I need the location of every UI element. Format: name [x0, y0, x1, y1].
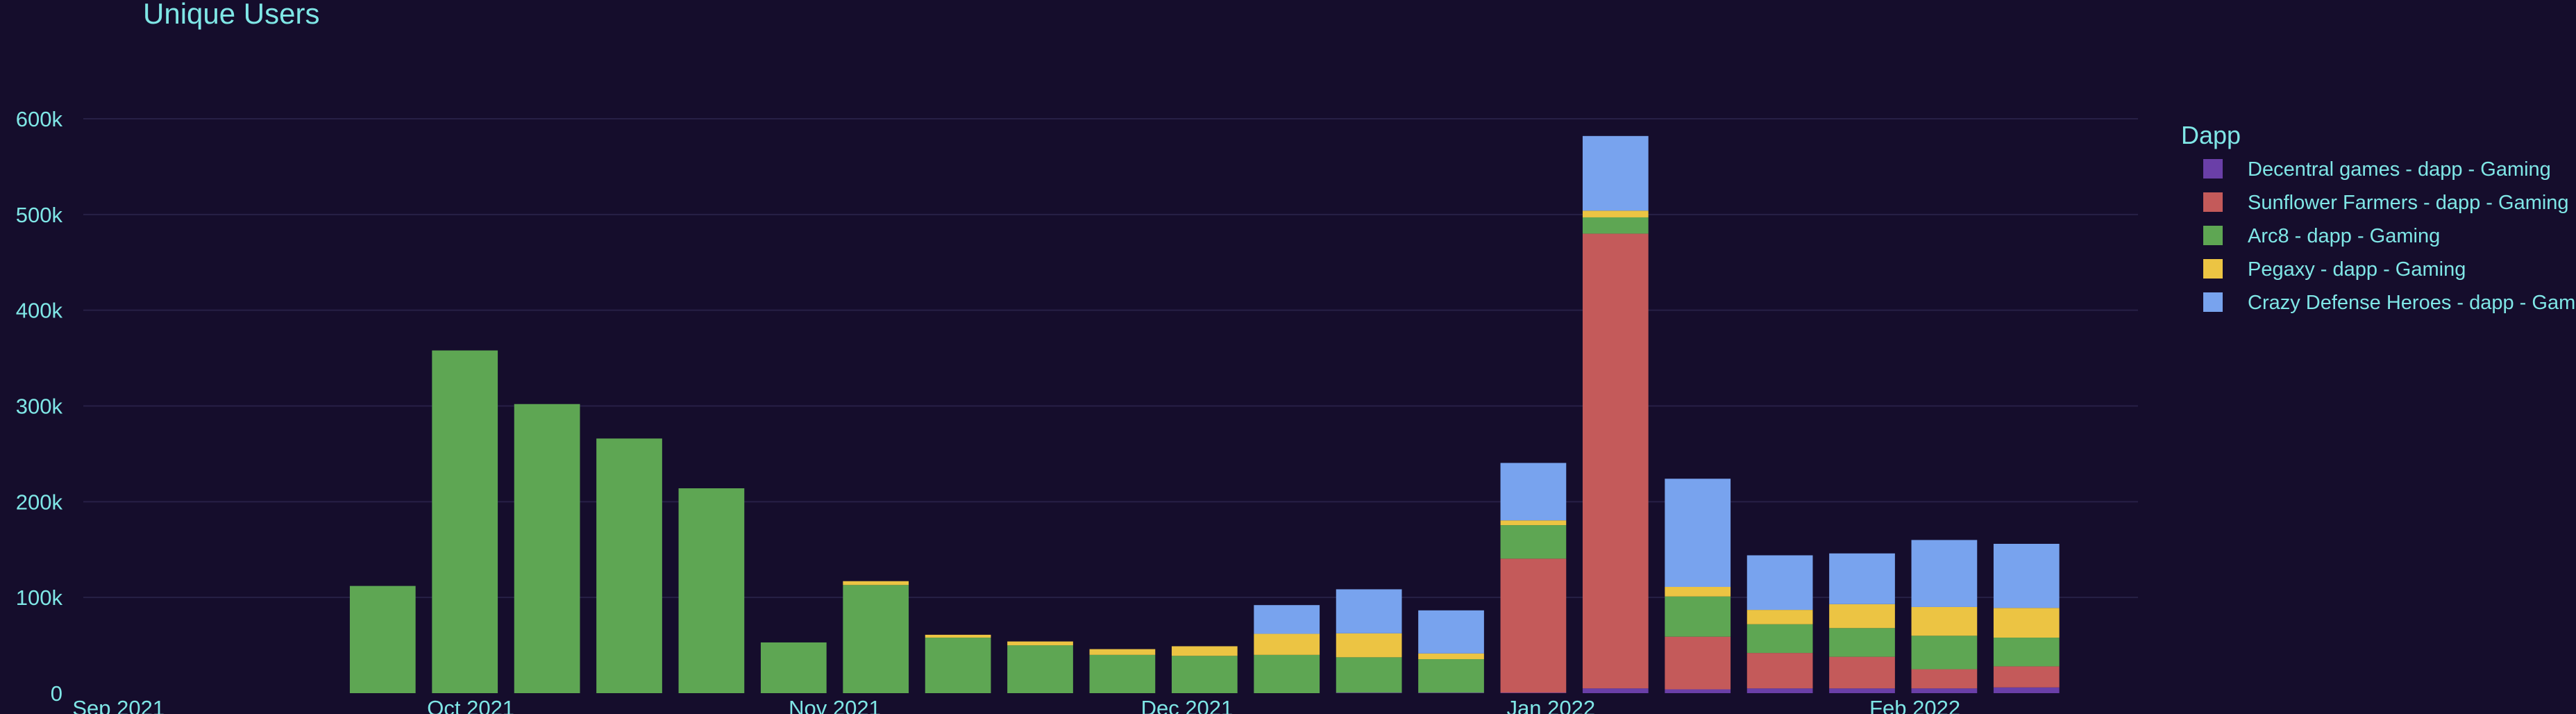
bar-segment[interactable]: [1089, 649, 1156, 655]
bar-segment[interactable]: [1665, 587, 1731, 597]
x-tick-label: Feb 2022: [1869, 696, 1960, 714]
legend-item[interactable]: Arc8 - dapp - Gaming: [2203, 225, 2440, 247]
bar-segment[interactable]: [925, 638, 991, 693]
bar-segment[interactable]: [760, 642, 827, 693]
bar-segment[interactable]: [1171, 656, 1238, 693]
bar-segment[interactable]: [843, 581, 909, 586]
gridlines: [83, 118, 2138, 599]
bar-segment[interactable]: [1829, 604, 1895, 629]
bar-segment[interactable]: [1665, 636, 1731, 690]
bar-segment[interactable]: [1254, 654, 1320, 693]
bar-segment[interactable]: [1993, 608, 2060, 638]
bar-segment[interactable]: [1254, 605, 1320, 634]
x-tick-label: Sep 2021: [72, 696, 165, 714]
x-tick-label: Nov 2021: [789, 696, 881, 714]
bar-segment[interactable]: [1500, 525, 1567, 559]
legend-item[interactable]: Decentral games - dapp - Gaming: [2203, 158, 2551, 181]
bar-segment[interactable]: [349, 586, 416, 693]
bar-segment[interactable]: [1336, 692, 1402, 693]
bar-segment[interactable]: [1829, 688, 1895, 693]
bar-segment[interactable]: [596, 438, 662, 693]
legend-swatch: [2203, 292, 2223, 312]
legend-label: Decentral games - dapp - Gaming: [2248, 158, 2551, 181]
bar-segment[interactable]: [1500, 520, 1567, 526]
bar-segment[interactable]: [1911, 636, 1978, 670]
bar-segment[interactable]: [1254, 633, 1320, 655]
bar-segment[interactable]: [1418, 659, 1484, 693]
bar-segment[interactable]: [925, 634, 991, 638]
bar-segment[interactable]: [1993, 666, 2060, 688]
bar-segment[interactable]: [1500, 692, 1567, 693]
bar-segment[interactable]: [1336, 633, 1402, 658]
legend-label: Arc8 - dapp - Gaming: [2248, 225, 2440, 247]
bar-segment[interactable]: [1500, 558, 1567, 693]
bar-segment[interactable]: [1746, 610, 1813, 624]
bar-segment[interactable]: [1746, 653, 1813, 689]
bar-segment[interactable]: [1993, 543, 2060, 608]
chart-title: Unique Users: [143, 0, 319, 30]
legend-item[interactable]: Sunflower Farmers - dapp - Gaming: [2203, 192, 2569, 214]
legend-title: Dapp: [2181, 121, 2241, 149]
x-axis: Sep 2021 Oct 2021 Nov 2021 Dec 2021 Jan 2022…: [72, 696, 1960, 714]
bar-segment[interactable]: [1582, 233, 1649, 689]
bar-segment[interactable]: [1582, 217, 1649, 234]
bar-segment[interactable]: [1336, 657, 1402, 693]
bar-segment[interactable]: [1171, 646, 1238, 656]
legend-item[interactable]: Pegaxy - dapp - Gaming: [2203, 258, 2466, 281]
bar-segment[interactable]: [1418, 692, 1484, 693]
bar-segment[interactable]: [1911, 688, 1978, 693]
bars: [349, 135, 2060, 693]
legend-label: Sunflower Farmers - dapp - Gaming: [2248, 192, 2569, 214]
bar-segment[interactable]: [1829, 628, 1895, 657]
y-tick-label: 300k: [16, 395, 63, 419]
y-tick-label: 500k: [16, 203, 63, 227]
x-tick-label: Dec 2021: [1141, 696, 1234, 714]
y-tick-label: 400k: [16, 299, 63, 323]
legend-label: Crazy Defense Heroes - dapp - Gaming: [2248, 292, 2576, 314]
bar-segment[interactable]: [1418, 610, 1484, 654]
bar-segment[interactable]: [1582, 688, 1649, 693]
bar-segment[interactable]: [1746, 555, 1813, 611]
bar-segment[interactable]: [1911, 606, 1978, 636]
bar-segment[interactable]: [1582, 210, 1649, 217]
y-tick-label: 0: [51, 681, 62, 706]
bar-segment[interactable]: [1336, 589, 1402, 633]
bar-segment[interactable]: [1911, 540, 1978, 607]
bar-segment[interactable]: [1993, 687, 2060, 693]
bar-segment[interactable]: [432, 350, 498, 693]
bar-segment[interactable]: [1746, 624, 1813, 654]
bar-segment[interactable]: [678, 488, 745, 693]
bar-segment[interactable]: [1500, 463, 1567, 521]
legend-swatch: [2203, 159, 2223, 178]
bar-segment[interactable]: [1993, 638, 2060, 667]
bar-segment[interactable]: [843, 585, 909, 693]
bar-segment[interactable]: [1911, 669, 1978, 689]
x-tick-label: Oct 2021: [427, 696, 514, 714]
bar-segment[interactable]: [1089, 654, 1156, 693]
legend-label: Pegaxy - dapp - Gaming: [2248, 258, 2466, 281]
legend-swatch: [2203, 226, 2223, 245]
legend-swatch: [2203, 192, 2223, 212]
bar-segment[interactable]: [514, 404, 580, 693]
y-axis: 0 100k 200k 300k 400k 500k 600k: [16, 107, 63, 706]
bar-segment[interactable]: [1007, 641, 1073, 646]
legend-item[interactable]: Crazy Defense Heroes - dapp - Gaming: [2203, 292, 2576, 314]
bar-segment[interactable]: [1582, 135, 1649, 211]
bar-segment[interactable]: [1665, 479, 1731, 588]
legend[interactable]: Dapp Decentral games - dapp - Gaming Sunf…: [2181, 121, 2576, 314]
bar-segment[interactable]: [1829, 656, 1895, 689]
bar-segment[interactable]: [1665, 596, 1731, 637]
bar-segment[interactable]: [1746, 688, 1813, 693]
bar-segment[interactable]: [1007, 645, 1073, 693]
legend-swatch: [2203, 259, 2223, 279]
y-tick-label: 200k: [16, 490, 63, 514]
bar-segment[interactable]: [1829, 553, 1895, 604]
y-tick-label: 600k: [16, 107, 63, 131]
y-tick-label: 100k: [16, 586, 63, 610]
bar-segment[interactable]: [1418, 653, 1484, 660]
x-tick-label: Jan 2022: [1507, 696, 1596, 714]
bar-segment[interactable]: [1665, 689, 1731, 693]
